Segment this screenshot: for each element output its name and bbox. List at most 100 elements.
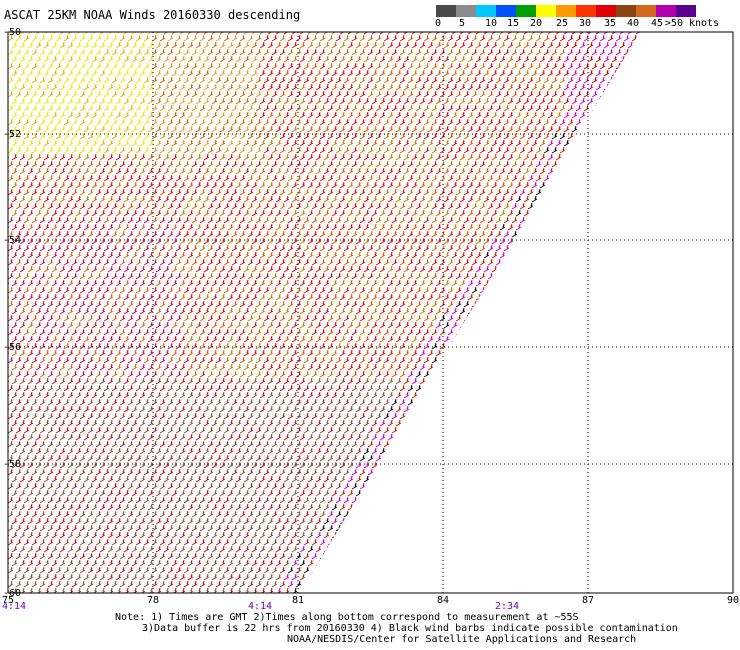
wind-barb — [423, 258, 430, 266]
wind-barb — [199, 286, 206, 294]
wind-barb — [627, 419, 634, 427]
wind-barb — [183, 48, 190, 56]
wind-barb — [535, 258, 542, 266]
wind-barb — [87, 258, 94, 266]
wind-barb — [435, 223, 442, 231]
wind-barb — [131, 41, 138, 49]
wind-barb — [267, 293, 274, 301]
wind-barb — [195, 335, 202, 343]
wind-barb — [303, 90, 310, 98]
wind-barb — [311, 34, 318, 42]
wind-barb — [187, 41, 194, 49]
wind-barb — [151, 216, 158, 224]
wind-barb — [167, 370, 174, 378]
wind-barb — [379, 167, 386, 175]
wind-barb — [11, 181, 18, 189]
wind-barb — [471, 118, 478, 126]
wind-barb — [243, 349, 250, 357]
wind-barb — [599, 244, 606, 252]
wind-barb — [523, 83, 530, 91]
wind-barb — [511, 216, 518, 224]
wind-barb — [67, 223, 74, 231]
wind-barb — [203, 419, 210, 427]
wind-barb — [171, 223, 178, 231]
wind-barb — [63, 216, 70, 224]
wind-barb — [291, 55, 298, 63]
wind-barb — [67, 209, 74, 217]
wind-barb — [331, 279, 338, 287]
wind-barb — [431, 384, 438, 392]
wind-barb — [19, 377, 26, 385]
wind-barb — [123, 335, 130, 343]
wind-barb — [527, 286, 534, 294]
wind-barb — [579, 363, 586, 371]
wind-barb — [459, 83, 466, 91]
wind-barb — [559, 258, 566, 266]
wind-barb — [11, 307, 18, 315]
wind-barb — [163, 209, 170, 217]
wind-barb — [411, 251, 418, 259]
wind-barb — [8, 398, 14, 406]
wind-barb — [171, 321, 178, 329]
wind-barb — [511, 104, 518, 112]
wind-barb — [603, 293, 610, 301]
wind-barb — [207, 300, 214, 308]
wind-barb — [559, 398, 566, 406]
wind-barb — [483, 41, 490, 49]
wind-barb — [255, 286, 262, 294]
wind-barb — [543, 300, 550, 308]
wind-barb — [203, 405, 210, 413]
wind-barb — [139, 307, 146, 315]
wind-barb — [619, 195, 626, 203]
wind-barb — [139, 125, 146, 133]
wind-barb — [159, 160, 166, 168]
wind-barb — [607, 342, 614, 350]
wind-barb — [131, 447, 138, 455]
wind-barb — [63, 286, 70, 294]
wind-barb — [35, 251, 42, 259]
wind-barb — [591, 146, 598, 154]
wind-barb — [331, 139, 338, 147]
wind-barb — [355, 321, 362, 329]
wind-barb — [147, 363, 154, 371]
wind-barb — [243, 41, 250, 49]
wind-barb — [67, 279, 74, 287]
wind-barb — [51, 83, 58, 91]
wind-barb — [39, 300, 46, 308]
wind-barb — [607, 62, 614, 70]
wind-barb — [563, 279, 570, 287]
wind-barb — [275, 223, 282, 231]
wind-barb — [143, 132, 150, 140]
wind-barb — [291, 111, 298, 119]
wind-barb — [331, 167, 338, 175]
wind-barb — [431, 76, 438, 84]
wind-barb — [359, 174, 366, 182]
wind-barb — [431, 342, 438, 350]
wind-barb — [303, 48, 310, 56]
wind-barb — [347, 279, 354, 287]
wind-barb — [539, 139, 546, 147]
wind-barb — [63, 272, 70, 280]
wind-barb — [51, 265, 58, 273]
wind-barb — [543, 286, 550, 294]
wind-barb — [351, 90, 358, 98]
wind-barb — [111, 48, 118, 56]
wind-speed-legend: 0 5 10 15 20 25 30 35 40 45 >50 knots — [435, 5, 719, 33]
wind-barb — [611, 55, 618, 63]
wind-barb — [159, 90, 166, 98]
wind-barb — [391, 202, 398, 210]
wind-barb — [383, 314, 390, 322]
wind-barb — [327, 314, 334, 322]
wind-barb — [163, 195, 170, 203]
wind-barb — [183, 202, 190, 210]
wind-barb — [127, 160, 134, 168]
wind-barb — [27, 111, 34, 119]
wind-barb — [539, 405, 546, 413]
wind-barb — [127, 76, 134, 84]
wind-barb — [343, 104, 350, 112]
wind-barb — [303, 328, 310, 336]
wind-barb — [644, 420, 649, 426]
wind-barb — [391, 342, 398, 350]
wind-barb — [423, 244, 430, 252]
wind-barb — [299, 391, 306, 399]
